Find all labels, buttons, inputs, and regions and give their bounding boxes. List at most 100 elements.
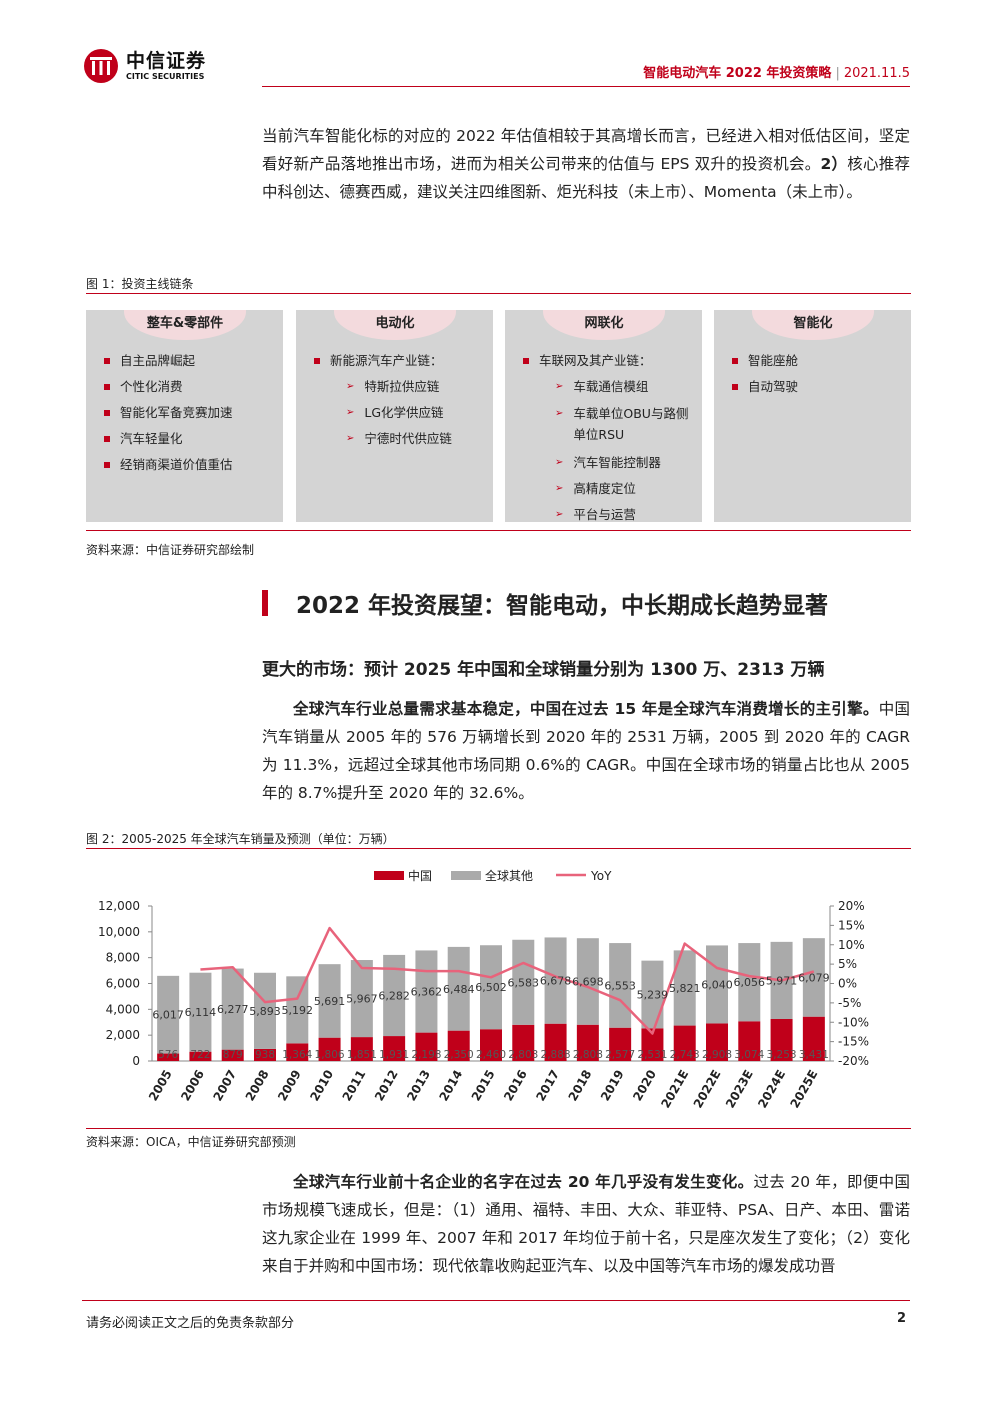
arrow-icon: ➢ bbox=[555, 381, 564, 392]
bar-china bbox=[350, 1037, 373, 1061]
bar-other bbox=[189, 972, 212, 1052]
x-tick-label: 2025E bbox=[788, 1068, 821, 1111]
fig1-bottom-divider bbox=[86, 530, 911, 531]
bar-china bbox=[802, 1016, 825, 1061]
bullet-icon bbox=[523, 358, 529, 364]
data-label-other: 6,282 bbox=[378, 989, 410, 1002]
list-subitem: ➢ 平台与运营 bbox=[521, 502, 694, 528]
list-subitem: ➢ 车载通信模组 bbox=[521, 374, 694, 400]
arrow-icon: ➢ bbox=[555, 509, 564, 520]
data-label-china: 2,350 bbox=[444, 1049, 474, 1061]
bar-china bbox=[254, 1048, 276, 1061]
list-item: 智能座舱 bbox=[730, 348, 903, 374]
data-label-china: 2,908 bbox=[702, 1049, 732, 1061]
bar-china bbox=[480, 1029, 502, 1061]
x-tick-label: 2013 bbox=[404, 1068, 433, 1104]
column-header: 网联化 bbox=[543, 310, 665, 340]
column-header: 智能化 bbox=[752, 310, 874, 340]
bar-other bbox=[480, 945, 502, 1030]
chart-data-labels: 576 6,017 722 6,114 879 6,277 938 5,893 1,364 5,1… bbox=[152, 971, 829, 1061]
bar-other bbox=[157, 975, 180, 1054]
bar-other bbox=[544, 937, 567, 1024]
x-tick-label: 2007 bbox=[210, 1068, 239, 1104]
top10-paragraph: 全球汽车行业前十名企业的名字在过去 20 年几乎没有发生变化。过去 20 年，即… bbox=[262, 1168, 910, 1280]
fig1-top-divider bbox=[86, 293, 911, 294]
bar-china bbox=[189, 1051, 212, 1061]
bar-china bbox=[706, 1023, 728, 1061]
x-tick-label: 2017 bbox=[533, 1068, 562, 1104]
y-right-tick-label: 5% bbox=[838, 957, 857, 971]
bar-china bbox=[641, 1028, 664, 1061]
chart-yoy-line bbox=[200, 926, 815, 1035]
list-subitem: ➢ 车载单位OBU与路侧单位RSU bbox=[521, 400, 694, 445]
data-label-china: 2,577 bbox=[605, 1049, 635, 1061]
market-paragraph-text: 中国汽车销量从 2005 年的 576 万辆增长到 2020 年的 2531 万… bbox=[262, 700, 910, 802]
data-label-other: 6,056 bbox=[734, 976, 766, 989]
y-left-tick-label: 2,000 bbox=[106, 1028, 140, 1042]
list-item: 个性化消费 bbox=[102, 374, 275, 400]
chart-bars bbox=[157, 937, 825, 1061]
bar-other bbox=[286, 976, 309, 1044]
fig2-source: 资料来源：OICA，中信证券研究部预测 bbox=[86, 1135, 296, 1149]
bar-china bbox=[157, 1053, 180, 1061]
report-title: 智能电动汽车 2022 年投资策略 bbox=[643, 66, 832, 81]
data-label-other: 6,502 bbox=[475, 981, 507, 994]
y-left-tick-label: 8,000 bbox=[106, 951, 140, 965]
bar-other bbox=[576, 938, 599, 1025]
data-label-china: 1,931 bbox=[379, 1049, 409, 1061]
bar-china bbox=[447, 1030, 470, 1061]
subsection-heading: 更大的市场：预计 2025 年中国和全球销量分别为 1300 万、2313 万辆 bbox=[262, 660, 825, 680]
report-date: 2021.11.5 bbox=[843, 66, 910, 81]
page-number: 2 bbox=[896, 1311, 906, 1326]
data-label-china: 2,743 bbox=[670, 1049, 700, 1061]
y-right-tick-label: 10% bbox=[838, 938, 865, 952]
data-label-china: 2,531 bbox=[637, 1049, 667, 1061]
bar-other bbox=[738, 943, 761, 1022]
data-label-china: 2,198 bbox=[411, 1049, 441, 1061]
bullet-icon bbox=[732, 358, 738, 364]
x-tick-label: 2012 bbox=[372, 1068, 401, 1104]
data-label-other: 6,553 bbox=[604, 979, 636, 992]
data-label-china: 2,808 bbox=[573, 1049, 603, 1061]
sales-chart: 中国 全球其他 YoY 0 2,000 4,000 6,000 8,000 10,000 12,… bbox=[98, 868, 869, 1111]
list-subitem: ➢ 宁德时代供应链 bbox=[312, 426, 485, 452]
header-divider bbox=[262, 86, 910, 87]
list-item: 经销商渠道价值重估 bbox=[102, 452, 275, 478]
bullet-icon bbox=[104, 410, 110, 416]
data-label-other: 6,114 bbox=[185, 1006, 217, 1019]
bullet-icon bbox=[104, 462, 110, 468]
data-label-other: 6,698 bbox=[572, 975, 604, 988]
footer-divider bbox=[82, 1300, 910, 1301]
intro-text-b: 2） bbox=[820, 155, 848, 173]
market-paragraph-lead: 全球汽车行业总量需求基本稳定，中国在过去 15 年是全球汽车消费增长的主引擎。 bbox=[293, 700, 879, 718]
y-left-tick-label: 12,000 bbox=[98, 899, 140, 913]
bullet-icon bbox=[314, 358, 320, 364]
market-paragraph: 全球汽车行业总量需求基本稳定，中国在过去 15 年是全球汽车消费增长的主引擎。中… bbox=[262, 695, 910, 807]
fig1-column-intelligence: 智能化 智能座舱 自动驾驶 bbox=[714, 310, 911, 522]
x-tick-label: 2021E bbox=[658, 1068, 691, 1111]
list-item: 自主品牌崛起 bbox=[102, 348, 275, 374]
bar-china bbox=[673, 1025, 696, 1061]
x-tick-label: 2024E bbox=[755, 1068, 788, 1111]
data-label-other: 6,583 bbox=[508, 976, 540, 989]
y-right-tick-label: 0% bbox=[838, 977, 857, 991]
list-item: 自动驾驶 bbox=[730, 374, 903, 400]
top10-paragraph-text: 过去 20 年，即便中国市场规模飞速成长，但是：（1）通用、福特、丰田、大众、菲… bbox=[262, 1173, 911, 1275]
data-label-china: 3,074 bbox=[734, 1049, 764, 1061]
bar-other bbox=[221, 968, 244, 1050]
data-label-china: 2,803 bbox=[508, 1049, 538, 1061]
data-label-other: 5,691 bbox=[314, 995, 346, 1008]
x-tick-label: 2018 bbox=[566, 1068, 595, 1104]
y-right-tick-label: -20% bbox=[838, 1054, 869, 1068]
legend-label-china: 中国 bbox=[408, 868, 432, 883]
data-label-china: 3,253 bbox=[767, 1049, 797, 1061]
data-label-other: 6,277 bbox=[217, 1003, 249, 1016]
company-logo: 中信证券 CITIC SECURITIES bbox=[82, 44, 242, 88]
chart-legend: 中国 全球其他 YoY bbox=[374, 868, 612, 883]
bullet-icon bbox=[732, 384, 738, 390]
data-label-other: 6,079 bbox=[798, 971, 830, 984]
list-subitem: ➢ 高精度定位 bbox=[521, 476, 694, 502]
y-right-tick-label: -15% bbox=[838, 1035, 869, 1049]
y-right-tick-label: 15% bbox=[838, 918, 865, 932]
data-label-other: 6,678 bbox=[540, 975, 572, 988]
